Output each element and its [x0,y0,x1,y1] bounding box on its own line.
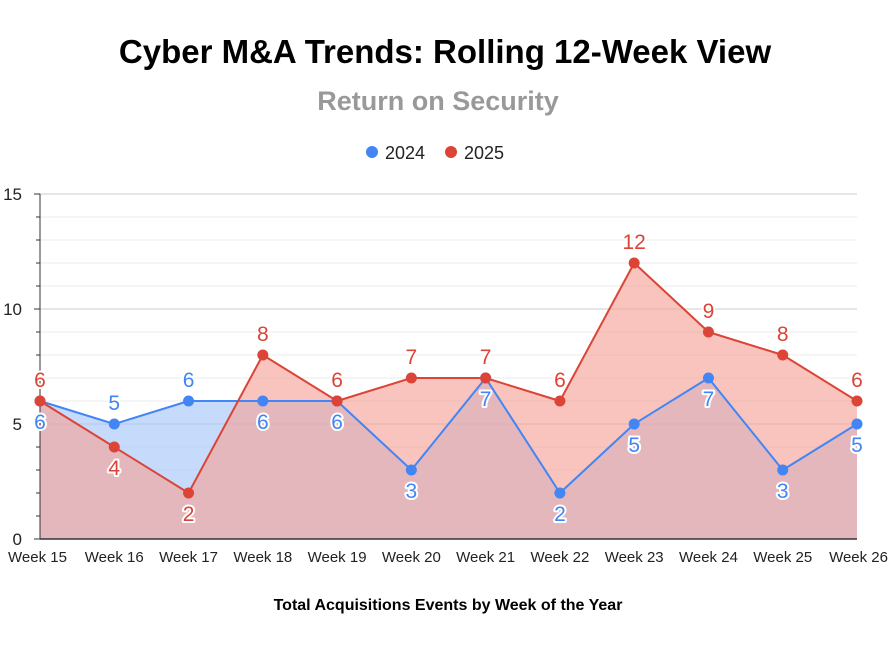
x-tick-label: Week 21 [456,549,515,566]
x-tick-label: Week 20 [382,549,441,566]
data-label-2025-week-16: 4 [108,457,120,480]
area-series-2025 [40,263,857,539]
data-label-2024-week-26: 5 [851,434,863,457]
y-tick-label: 15 [3,185,22,204]
point-2024-week-25 [777,464,789,476]
x-tick-label: Week 22 [530,549,589,566]
x-tick-label: Week 16 [85,549,144,566]
point-2024-week-16 [108,418,120,430]
data-label-2024-week-16: 5 [108,392,120,415]
data-label-2025-week-23: 12 [623,231,646,254]
legend-marker-2024 [366,146,378,158]
point-2024-week-24 [702,372,714,384]
y-tick-label: 5 [13,415,22,434]
x-tick-label: Week 23 [605,549,664,566]
point-2025-week-16 [108,441,120,453]
data-label-2025-week-25: 8 [777,323,789,346]
data-labels: 6 5 6 6 6 3 7 2 5 7 3 5 6 4 2 8 6 7 7 6 12 9 8 6 [32,229,865,528]
legend-label-2025: 2025 [464,143,504,163]
point-2024-week-18 [257,395,269,407]
x-tick-label: Week 15 [8,549,67,566]
data-label-2025-week-21: 7 [480,346,492,369]
x-tick-label: Week 24 [679,549,738,566]
y-tick-label: 0 [13,530,22,549]
point-2025-week-26 [851,395,863,407]
x-axis-ticks: Week 15 Week 16 Week 17 Week 18 Week 19 Week … [8,549,888,566]
point-2024-week-17 [183,395,195,407]
series-areas [40,263,857,539]
point-2024-week-23 [628,418,640,430]
y-axis-ticks: 0 5 10 15 [3,185,22,549]
legend: 2024 2025 [366,143,504,163]
data-label-2024-week-20: 3 [406,480,418,503]
point-2025-week-25 [777,349,789,361]
x-tick-label: Week 25 [753,549,812,566]
data-label-2024-week-24: 7 [703,388,715,411]
data-label-2025-week-26: 6 [851,369,863,392]
data-label-2024-week-19: 6 [331,411,343,434]
chart-title: Cyber M&A Trends: Rolling 12-Week View [119,33,772,70]
point-2025-week-17 [183,487,195,499]
data-label-2025-week-15: 6 [34,369,46,392]
point-2025-week-23 [628,257,640,269]
y-tick-label: 10 [3,300,22,319]
data-label-2024-week-23: 5 [628,434,640,457]
x-axis-label: Total Acquisitions Events by Week of the… [274,597,623,614]
axes [34,193,857,540]
data-label-2024-week-15: 6 [34,411,46,434]
line-series-2025 [39,262,858,494]
data-label-2025-week-17: 2 [183,503,195,526]
point-2024-week-22 [554,487,566,499]
point-2025-week-18 [257,349,269,361]
point-2025-week-21 [480,372,492,384]
x-tick-label: Week 17 [159,549,218,566]
series-lines [39,262,858,494]
chart-subtitle: Return on Security [317,86,559,116]
line-series-2024 [39,377,858,494]
x-tick-label: Week 26 [829,549,888,566]
data-label-2024-week-22: 2 [554,503,566,526]
data-label-2024-week-25: 3 [777,480,789,503]
data-label-2024-week-17: 6 [183,369,195,392]
point-2025-week-24 [702,326,714,338]
data-label-2024-week-18: 6 [257,411,269,434]
point-2024-week-20 [405,464,417,476]
data-label-2025-week-22: 6 [554,369,566,392]
x-tick-label: Week 18 [233,549,292,566]
point-2025-week-20 [405,372,417,384]
data-label-2025-week-20: 7 [406,346,418,369]
x-tick-label: Week 19 [308,549,367,566]
point-2025-week-15 [34,395,46,407]
data-label-2025-week-19: 6 [331,369,343,392]
data-points [34,257,863,499]
point-2025-week-22 [554,395,566,407]
legend-marker-2025 [445,146,457,158]
data-label-2025-week-18: 8 [257,323,269,346]
legend-label-2024: 2024 [385,143,425,163]
data-label-2025-week-24: 9 [703,300,715,323]
point-2024-week-26 [851,418,863,430]
data-label-2024-week-21: 7 [480,388,492,411]
point-2025-week-19 [331,395,343,407]
